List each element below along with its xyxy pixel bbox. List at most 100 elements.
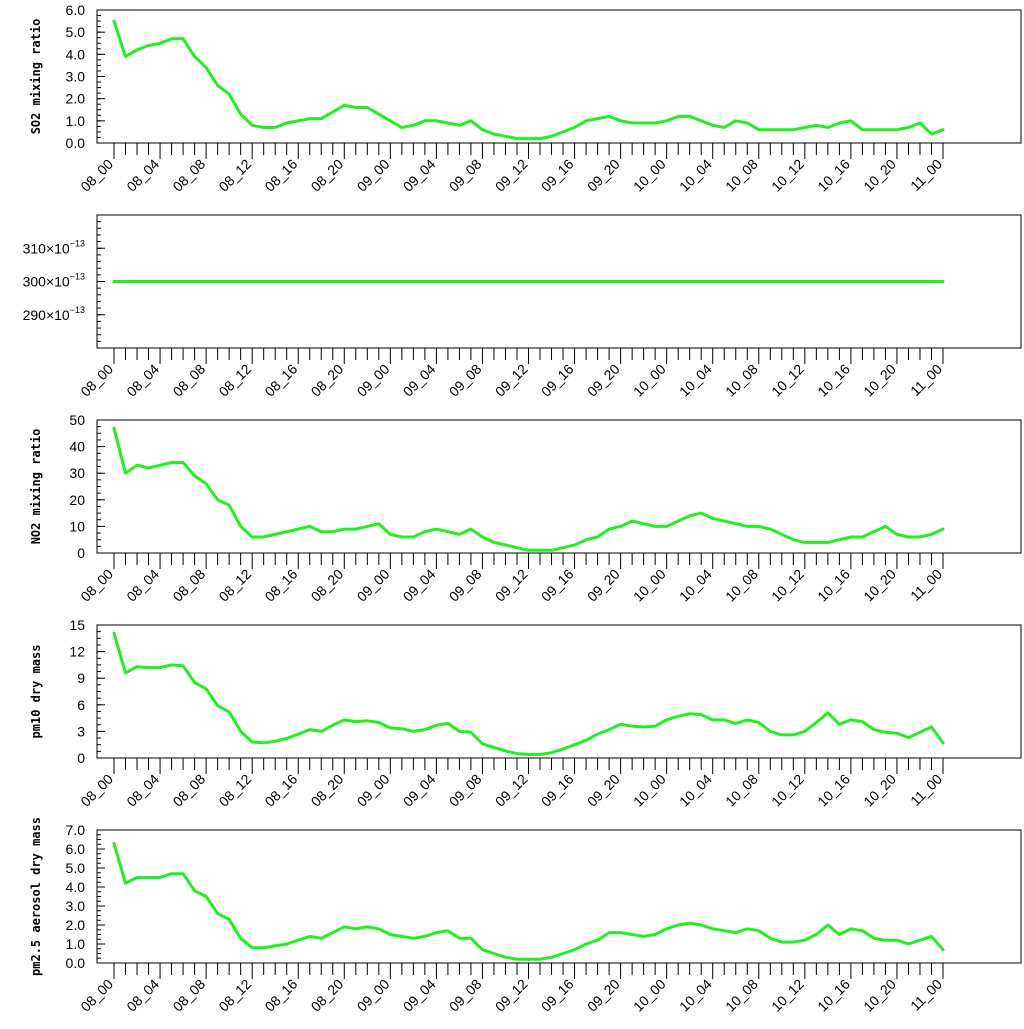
x-tick-label: 10_12	[768, 156, 807, 195]
x-tick-label: 10_16	[814, 361, 853, 400]
x-tick-label: 10_16	[814, 566, 853, 605]
x-tick-label: 10_00	[630, 361, 669, 400]
x-tick-label: 09_12	[492, 361, 531, 400]
plot-frame	[96, 624, 1022, 759]
y-tick-label: 3.0	[66, 69, 86, 85]
x-tick-label: 08_00	[77, 566, 116, 605]
x-tick-label: 10_12	[768, 976, 807, 1015]
x-tick-label: 10_08	[722, 361, 761, 400]
x-tick-label: 09_16	[538, 361, 577, 400]
x-tick-label: 08_20	[308, 566, 347, 605]
y-tick-exponent: −13	[70, 272, 85, 282]
x-tick-label: 09_00	[354, 361, 393, 400]
x-tick-label: 08_12	[215, 156, 254, 195]
x-tick-label: 10_16	[814, 771, 853, 810]
x-tick-label: 09_16	[538, 156, 577, 195]
x-tick-label: 11_00	[907, 771, 945, 809]
x-tick-label: 10_08	[722, 566, 761, 605]
y-tick-multiplier: ×10	[46, 274, 70, 290]
y-tick-multiplier: ×10	[46, 307, 70, 323]
x-tick-label: 10_00	[630, 566, 669, 605]
x-tick-label: 10_20	[860, 976, 899, 1015]
x-tick-label: 10_16	[814, 976, 853, 1015]
x-tick-label: 09_04	[400, 566, 439, 605]
x-tick-label: 08_08	[169, 771, 208, 810]
x-tick-label: 09_04	[400, 976, 439, 1015]
x-tick-label: 09_12	[492, 566, 531, 605]
x-tick-label: 10_04	[676, 156, 715, 195]
x-tick-label: 08_08	[169, 361, 208, 400]
x-tick-label: 10_12	[768, 771, 807, 810]
y-tick-label: 0	[77, 750, 85, 766]
x-tick-label: 08_08	[169, 976, 208, 1015]
x-tick-label: 08_00	[77, 976, 116, 1015]
y-tick-label: 7.0	[66, 822, 86, 838]
y-tick-label: 3.0	[66, 898, 86, 914]
x-tick-label: 09_00	[354, 976, 393, 1015]
x-tick-label: 08_04	[123, 976, 162, 1015]
x-tick-label: 09_04	[400, 361, 439, 400]
x-tick-label: 09_04	[400, 771, 439, 810]
x-tick-label: 08_20	[308, 771, 347, 810]
x-tick-label: 10_04	[676, 771, 715, 810]
x-tick-label: 08_00	[77, 361, 116, 400]
x-tick-label: 08_12	[215, 566, 254, 605]
y-tick-label: 50	[69, 412, 85, 428]
x-tick-label: 08_04	[123, 566, 162, 605]
x-tick-label: 08_20	[308, 361, 347, 400]
x-tick-label: 09_20	[584, 361, 623, 400]
x-tick-label: 08_08	[169, 156, 208, 195]
x-tick-label: 08_20	[308, 156, 347, 195]
y-tick-label: 1.0	[66, 113, 86, 129]
x-tick-label: 08_00	[77, 156, 116, 195]
x-tick-label: 08_16	[261, 361, 300, 400]
y-tick-label: 3	[77, 723, 85, 739]
y-tick-label: 0	[77, 545, 85, 561]
y-tick-label: 4.0	[66, 46, 86, 62]
x-tick-label: 09_08	[446, 566, 485, 605]
y-tick-label: 300×10−13	[23, 272, 85, 290]
x-tick-label: 09_08	[446, 976, 485, 1015]
y-tick-label: 40	[69, 439, 85, 455]
x-tick-label: 10_20	[860, 566, 899, 605]
x-tick-label: 08_12	[215, 361, 254, 400]
x-tick-label: 09_08	[446, 361, 485, 400]
y-tick-label: 15	[69, 617, 85, 633]
x-tick-label: 09_16	[538, 976, 577, 1015]
x-tick-label: 10_08	[722, 771, 761, 810]
y-tick-label: 10	[69, 518, 85, 534]
x-tick-label: 11_00	[907, 566, 945, 604]
y-axis-title: NO2 mixing ratio	[29, 429, 43, 545]
y-tick-label: 2.0	[66, 91, 86, 107]
y-tick-label: 310×10−13	[23, 238, 85, 256]
x-tick-label: 08_12	[215, 771, 254, 810]
x-tick-label: 09_20	[584, 156, 623, 195]
x-tick-label: 09_16	[538, 566, 577, 605]
y-tick-label: 5.0	[66, 860, 86, 876]
y-tick-label: 2.0	[66, 917, 86, 933]
x-tick-label: 10_08	[722, 976, 761, 1015]
x-tick-label: 10_00	[630, 771, 669, 810]
x-tick-label: 10_00	[630, 976, 669, 1015]
x-tick-label: 10_12	[768, 566, 807, 605]
x-tick-label: 10_12	[768, 361, 807, 400]
series-line	[112, 426, 945, 552]
x-tick-label: 08_00	[77, 771, 116, 810]
y-tick-label: 9	[77, 670, 85, 686]
x-tick-label: 11_00	[907, 361, 945, 399]
y-tick-label: 6	[77, 697, 85, 713]
y-tick-label: 1.0	[66, 936, 86, 952]
x-tick-label: 08_08	[169, 566, 208, 605]
x-tick-label: 09_20	[584, 771, 623, 810]
y-tick-exponent: −13	[70, 305, 85, 315]
x-tick-label: 10_16	[814, 156, 853, 195]
x-tick-label: 08_16	[261, 976, 300, 1015]
x-tick-label: 10_20	[860, 156, 899, 195]
series-line	[112, 19, 945, 141]
x-tick-label: 10_20	[860, 771, 899, 810]
x-tick-label: 08_04	[123, 156, 162, 195]
x-tick-label: 10_00	[630, 156, 669, 195]
x-tick-label: 10_08	[722, 156, 761, 195]
y-tick-label: 6.0	[66, 841, 86, 857]
